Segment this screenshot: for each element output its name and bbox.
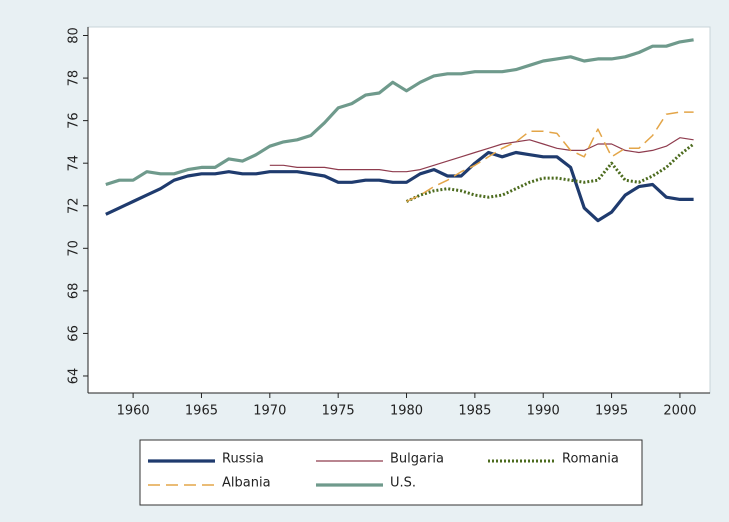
x-tick-label: 1965 xyxy=(185,404,218,419)
x-tick-label: 1960 xyxy=(117,404,150,419)
y-tick-label: 78 xyxy=(67,70,82,87)
y-tick-label: 72 xyxy=(67,197,82,214)
y-tick-label: 76 xyxy=(67,112,82,129)
legend-label: Russia xyxy=(222,452,264,467)
legend-label: Albania xyxy=(222,476,271,491)
x-tick-label: 1985 xyxy=(458,404,491,419)
legend-label: Bulgaria xyxy=(390,452,444,467)
x-tick-label: 1980 xyxy=(390,404,423,419)
series-line xyxy=(406,111,694,203)
y-tick-label: 68 xyxy=(67,283,82,300)
x-tick-label: 2000 xyxy=(663,404,696,419)
y-tick-label: 80 xyxy=(67,27,82,44)
series-line xyxy=(105,38,694,187)
series-line xyxy=(105,150,694,223)
x-tick-label: 1970 xyxy=(253,404,286,419)
x-tick-label: 1995 xyxy=(595,404,628,419)
y-tick-label: 64 xyxy=(67,368,82,385)
y-tick-label: 74 xyxy=(67,155,82,172)
y-tick-label: 66 xyxy=(67,325,82,342)
plot-area xyxy=(87,26,711,394)
x-tick-label: 1990 xyxy=(527,404,560,419)
x-tick-label: 1975 xyxy=(322,404,355,419)
legend-label: Romania xyxy=(562,452,619,467)
y-tick-label: 70 xyxy=(67,240,82,257)
legend-box xyxy=(139,439,643,506)
legend-label: U.S. xyxy=(390,476,416,491)
